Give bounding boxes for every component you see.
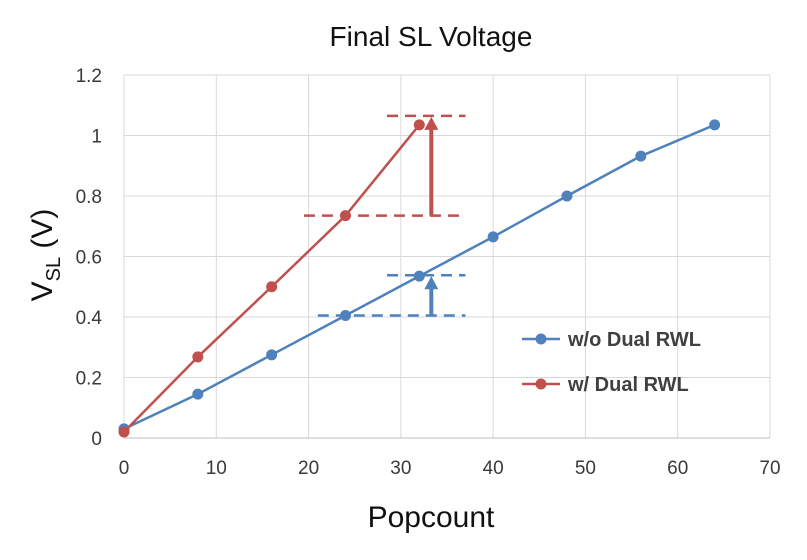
series-line (123, 124, 421, 433)
legend-swatch-marker (535, 333, 547, 345)
x-tick-label: 70 (759, 458, 780, 479)
x-axis-title: Popcount (368, 501, 495, 534)
y-axis-title: VSL (V) (26, 209, 65, 302)
x-tick-label: 30 (390, 458, 411, 479)
x-tick-label: 10 (206, 458, 227, 479)
data-point (266, 349, 278, 361)
gridlines (123, 74, 771, 439)
y-tick-label: 0 (91, 429, 102, 450)
series-lines (118, 119, 721, 438)
x-tick-label: 0 (119, 458, 130, 479)
data-point (192, 388, 204, 400)
legend-label: w/ Dual RWL (567, 374, 689, 396)
data-point (413, 270, 425, 282)
annotations (303, 114, 466, 317)
tick-labels: 0 0.2 0.4 0.6 0.8 1 1.2 0 10 20 30 40 50 60 70 (76, 66, 781, 479)
increase-arrow-head (424, 116, 439, 130)
data-point (118, 426, 130, 438)
x-tick-label: 40 (483, 458, 504, 479)
data-point (339, 309, 351, 321)
legend-label: w/o Dual RWL (567, 329, 701, 351)
y-tick-label: 0.4 (76, 308, 103, 329)
data-point (487, 231, 499, 243)
y-axis-title-subscript: SL (43, 257, 65, 281)
x-tick-label: 60 (667, 458, 688, 479)
y-axis-title-main: V (26, 281, 59, 301)
y-axis-title-unit: (V) (26, 209, 59, 257)
y-tick-label: 1.2 (76, 66, 102, 87)
data-point (266, 281, 278, 293)
chart-title: Final SL Voltage (330, 21, 533, 52)
data-point (561, 190, 573, 202)
x-tick-label: 20 (298, 458, 319, 479)
data-point (339, 210, 351, 222)
legend: w/o Dual RWL w/ Dual RWL (522, 329, 701, 396)
increase-arrow-head (424, 276, 439, 290)
data-point (413, 119, 425, 131)
x-tick-label: 50 (575, 458, 596, 479)
y-tick-label: 0.2 (76, 369, 102, 390)
data-point (709, 119, 721, 131)
y-tick-label: 1 (91, 127, 102, 148)
data-point (635, 150, 647, 162)
legend-swatch-marker (535, 378, 547, 390)
y-tick-label: 0.6 (76, 248, 102, 269)
y-tick-label: 0.8 (76, 187, 102, 208)
data-point (192, 351, 204, 363)
